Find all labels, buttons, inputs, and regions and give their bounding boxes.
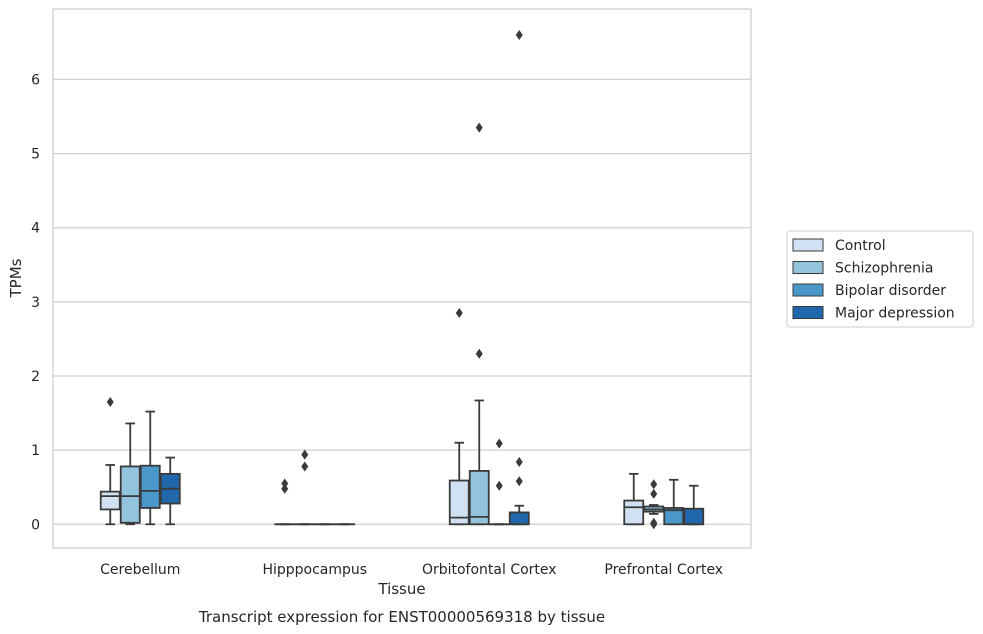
x-tick-label: Cerebellum [100, 562, 180, 578]
outlier-point [650, 517, 658, 528]
outlier-point [455, 307, 463, 318]
box-group [139, 410, 161, 526]
box [663, 507, 685, 526]
box [468, 469, 490, 526]
legend-label: Schizophrenia [835, 261, 933, 277]
box-group [623, 472, 645, 526]
box-group [448, 307, 470, 526]
outlier-point [495, 480, 503, 491]
plot-frame [52, 8, 752, 549]
outlier-point [301, 461, 309, 472]
outlier-point [515, 29, 523, 40]
y-tick-label: 0 [31, 517, 40, 533]
box-group [468, 122, 490, 526]
y-tick-label: 1 [31, 443, 40, 459]
legend-label: Control [835, 238, 886, 254]
outlier-point [650, 479, 658, 490]
box [119, 465, 141, 524]
x-tick-label: Hipppocampus [262, 562, 367, 578]
legend-swatch [792, 261, 824, 274]
legend: Control Schizophrenia Bipolar disorder Majo… [786, 230, 974, 328]
x-tick-label: Orbitofontal Cortex [422, 562, 557, 578]
box-group [643, 479, 665, 530]
legend-swatch [792, 306, 824, 319]
y-tick-labels: 0 1 2 3 4 5 6 [31, 72, 40, 533]
y-tick-label: 2 [31, 369, 40, 385]
box-group [159, 456, 181, 526]
box-group [508, 29, 530, 526]
box-group [663, 478, 685, 526]
box [99, 490, 121, 511]
outlier-point [475, 122, 483, 133]
x-tick-labels: Cerebellum Hipppocampus Orbitofontal Corte… [100, 562, 723, 578]
legend-swatch [792, 238, 824, 252]
outlier-point [650, 488, 658, 499]
box-marks [99, 29, 705, 530]
box-group [683, 484, 705, 526]
y-axis-label: TPMs [7, 258, 25, 298]
y-tick-label: 6 [31, 72, 40, 88]
x-tick-label: Prefrontal Cortex [604, 562, 723, 578]
y-tick-label: 3 [31, 295, 40, 311]
legend-label: Major depression [835, 306, 955, 322]
y-tick-label: 4 [31, 221, 40, 237]
box-group [119, 422, 141, 526]
outlier-point [301, 449, 309, 460]
box [623, 499, 645, 526]
box [683, 507, 705, 526]
legend-label: Bipolar disorder [835, 283, 946, 299]
outlier-point [495, 438, 503, 449]
box-group [294, 449, 316, 526]
outlier-point [106, 396, 114, 407]
box [508, 511, 530, 526]
box [139, 464, 161, 509]
outlier-point [475, 348, 483, 359]
box-group [488, 438, 510, 526]
outlier-point [281, 483, 289, 494]
legend-swatch [792, 283, 824, 297]
outlier-point [515, 456, 523, 467]
legend-frame [786, 230, 974, 328]
y-tick-label: 5 [31, 147, 40, 163]
box-group [99, 396, 121, 526]
box [448, 479, 470, 526]
x-axis-label: Tissue [377, 580, 425, 598]
outlier-point [281, 478, 289, 489]
chart-caption: Transcript expression for ENST0000056931… [198, 608, 605, 626]
box-group [274, 478, 296, 526]
outlier-point [515, 476, 523, 487]
